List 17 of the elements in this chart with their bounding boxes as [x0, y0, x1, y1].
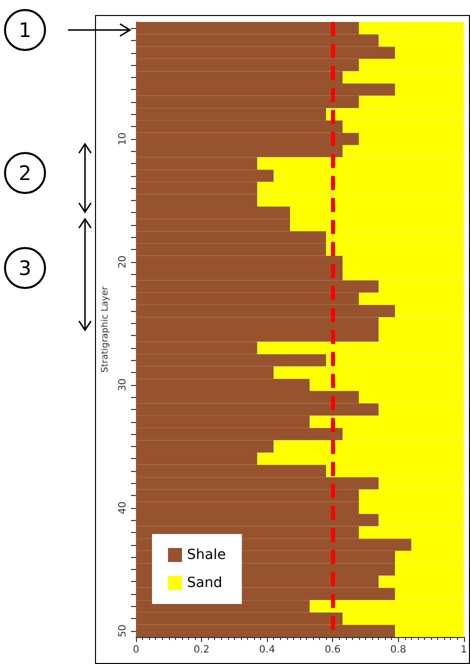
x-tick-label: 0 — [132, 644, 140, 656]
x-tick-label: 0.4 — [259, 644, 276, 656]
legend-label: Shale — [187, 547, 226, 563]
y-tick-label: 40 — [118, 501, 128, 514]
y-axis-title: Stratigraphic Layer — [100, 286, 110, 373]
text: 3 — [18, 256, 32, 280]
y-tick-label: 10 — [118, 132, 128, 146]
y-tick-label: 30 — [118, 378, 128, 392]
x-tick-label: 0.8 — [390, 644, 406, 656]
y-tick-label: 20 — [118, 255, 128, 268]
y-tick-label: 50 — [118, 624, 128, 638]
text: 1 — [18, 18, 32, 42]
text: 2 — [18, 161, 32, 185]
x-tick-label: 0.6 — [324, 644, 341, 656]
x-tick-label: 0.2 — [194, 644, 210, 656]
x-tick-label: 1 — [460, 644, 468, 656]
legend-label: Sand — [187, 575, 222, 591]
